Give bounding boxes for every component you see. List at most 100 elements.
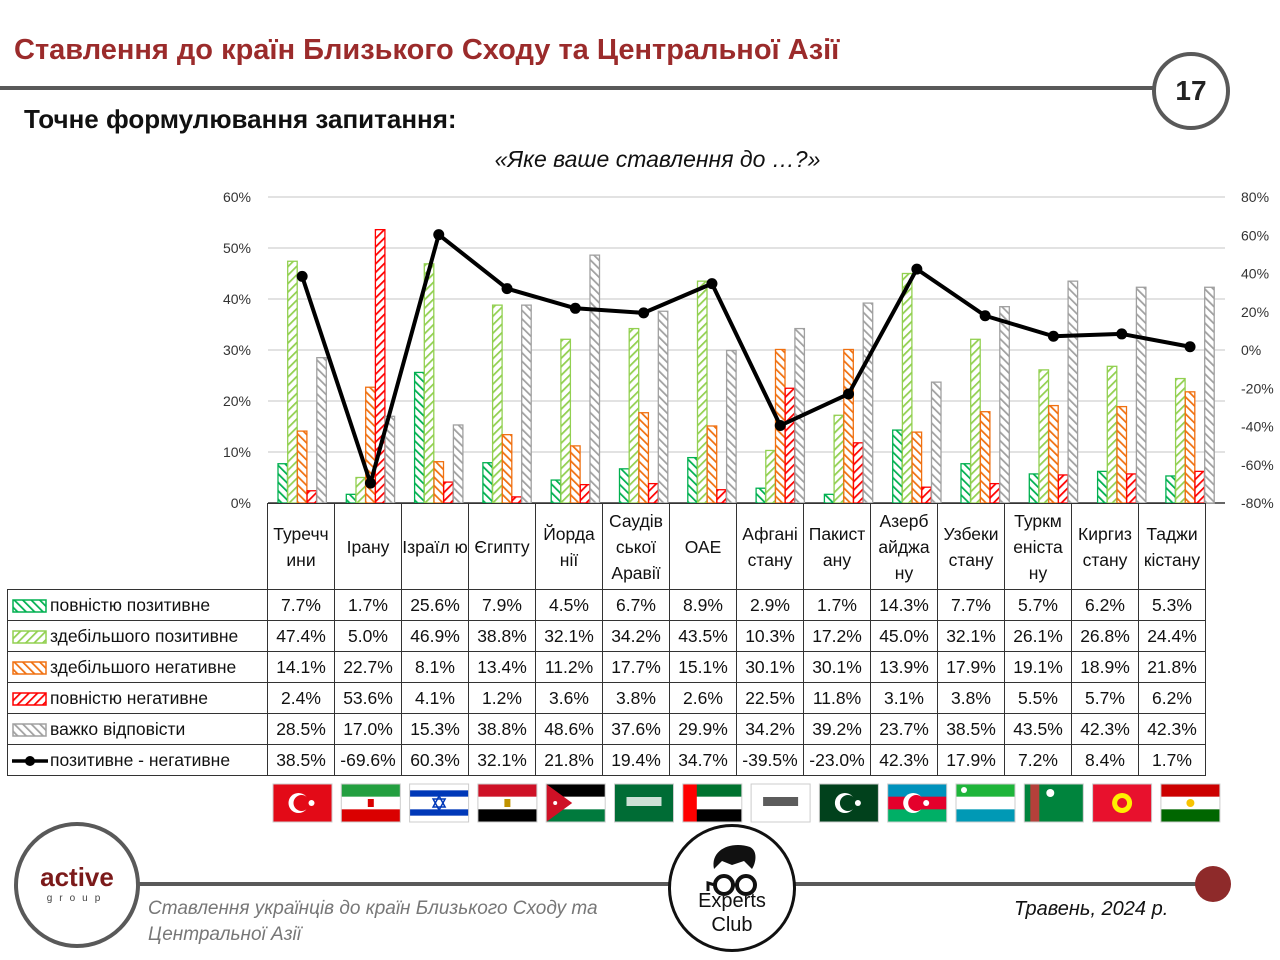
value-cell: 42.3%	[1071, 713, 1139, 745]
bar-0-3	[482, 462, 494, 504]
table-row: повністю позитивне 7.7% 1.7% 25.6% 7.9% 4.5% 6…	[7, 589, 1206, 621]
flag-icon	[545, 783, 606, 823]
value-cell: 8.4%	[1071, 744, 1139, 776]
flags-row	[272, 783, 1221, 823]
table-row: здебільшого негативне 14.1% 22.7% 8.1% 13.4%…	[7, 651, 1206, 683]
legend-label: здебільшого негативне	[50, 656, 237, 677]
net-point	[569, 302, 581, 314]
bar-2-5	[638, 412, 650, 504]
net-point	[433, 229, 445, 241]
bar-3-11	[1057, 474, 1069, 504]
bar-3-7	[784, 387, 796, 504]
bar-4-6	[725, 349, 737, 504]
column-header: Ізраїл ю	[401, 503, 469, 590]
legend-swatch	[12, 630, 47, 644]
right-tick-label: 40%	[1241, 266, 1269, 282]
value-cell: 38.8%	[468, 620, 536, 652]
flag-icon	[272, 783, 333, 823]
legend-swatch	[12, 661, 47, 675]
net-point	[638, 307, 650, 319]
legend-cell: повністю негативне	[7, 682, 268, 714]
value-cell: 15.3%	[401, 713, 469, 745]
value-cell: 23.7%	[870, 713, 938, 745]
value-cell: 4.5%	[535, 589, 603, 621]
bar-2-9	[911, 431, 923, 504]
logo-subtext: group	[46, 893, 108, 904]
bar-4-4	[589, 254, 601, 504]
right-tick-label: 60%	[1241, 227, 1269, 243]
value-cell: 32.1%	[468, 744, 536, 776]
net-point	[364, 477, 376, 489]
bar-2-2	[433, 461, 445, 504]
bar-4-10	[999, 306, 1010, 504]
right-tick-label: 20%	[1241, 304, 1269, 320]
bar-1-10	[970, 338, 981, 504]
value-cell: 7.7%	[937, 589, 1005, 621]
experts-club-logo: Experts Club	[668, 824, 796, 952]
bar-1-2	[423, 263, 435, 504]
net-point	[774, 420, 786, 432]
bar-1-5	[628, 327, 640, 504]
bar-2-6	[706, 425, 718, 504]
value-cell: 43.5%	[669, 620, 737, 652]
value-cell: 1.2%	[468, 682, 536, 714]
value-cell: 28.5%	[267, 713, 335, 745]
value-cell: 38.8%	[468, 713, 536, 745]
value-cell: 3.1%	[870, 682, 938, 714]
bar-4-5	[657, 310, 669, 504]
bar-1-4	[560, 338, 572, 504]
bar-1-1	[355, 476, 367, 504]
active-group-logo: active group	[14, 822, 140, 948]
left-tick-label: 20%	[223, 393, 251, 409]
flag-icon	[614, 783, 674, 823]
left-tick-label: 30%	[223, 342, 251, 358]
bar-3-10	[989, 482, 1001, 504]
bar-3-9	[921, 486, 932, 504]
value-cell: 60.3%	[401, 744, 469, 776]
bar-2-10	[979, 411, 991, 504]
bar-0-1	[345, 493, 357, 504]
bar-3-4	[579, 483, 591, 504]
bar-1-11	[1038, 369, 1050, 504]
bar-0-8	[823, 493, 835, 504]
value-cell: -23.0%	[803, 744, 871, 776]
value-cell: 42.3%	[1138, 713, 1206, 745]
footer-caption: Ставлення українців до країн Близького С…	[148, 898, 598, 945]
flag-icon	[1092, 783, 1153, 823]
value-cell: 10.3%	[736, 620, 804, 652]
flag-icon	[1160, 783, 1221, 823]
flag-icon	[340, 783, 401, 823]
value-cell: 19.4%	[602, 744, 670, 776]
bar-1-13	[1174, 377, 1186, 504]
value-cell: 43.5%	[1004, 713, 1072, 745]
bar-2-3	[501, 434, 513, 504]
bar-2-8	[843, 348, 854, 504]
bar-3-13	[1194, 470, 1206, 504]
bar-4-13	[1204, 286, 1215, 504]
net-line	[300, 232, 1191, 486]
value-cell: 17.9%	[937, 651, 1005, 683]
bar-4-3	[521, 304, 532, 504]
value-cell: 21.8%	[535, 744, 603, 776]
bar-3-1	[374, 228, 386, 504]
glasses-face-icon	[706, 845, 757, 896]
value-cell: 5.0%	[334, 620, 402, 652]
net-point	[979, 310, 991, 322]
footer-date: Травень, 2024 р.	[1014, 898, 1169, 920]
value-cell: 34.2%	[602, 620, 670, 652]
value-cell: 14.3%	[870, 589, 938, 621]
table-row: здебільшого позитивне 47.4% 5.0% 46.9% 38.8%…	[7, 620, 1206, 652]
value-cell: 5.7%	[1071, 682, 1139, 714]
bar-3-6	[716, 489, 728, 504]
legend-swatch	[12, 755, 48, 766]
value-cell: 24.4%	[1138, 620, 1206, 652]
bar-1-7	[765, 449, 776, 504]
legend-cell: позитивне - негативне	[7, 744, 268, 776]
net-point	[843, 388, 855, 400]
legend-swatch	[12, 599, 47, 613]
column-header: Афгані стану	[736, 503, 804, 590]
value-cell: 15.1%	[669, 651, 737, 683]
bar-2-13	[1184, 391, 1196, 504]
bar-0-5	[618, 468, 630, 504]
right-tick-label: -40%	[1241, 419, 1274, 435]
